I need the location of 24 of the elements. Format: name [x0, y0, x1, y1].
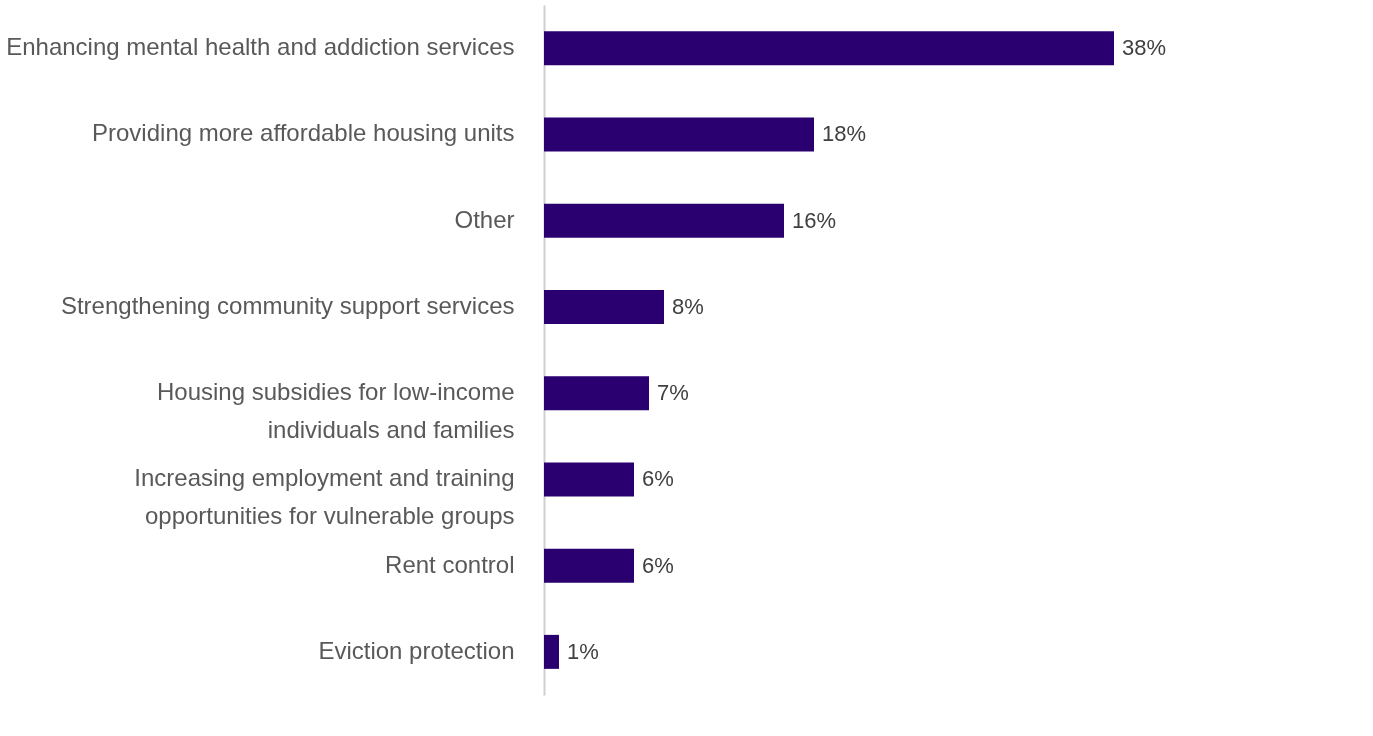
- bar: [544, 462, 634, 497]
- y-tick-label: Increasing employment and training opportunities for vulnerable groups: [134, 464, 515, 530]
- bar: [544, 289, 664, 324]
- data-label: 16%: [792, 207, 837, 233]
- y-tick-label: Providing more affordable housing units: [92, 119, 515, 147]
- y-tick-label: Other: [454, 205, 515, 233]
- data-label: 8%: [672, 293, 704, 319]
- y-tick-label: Strengthening community support services: [60, 291, 515, 319]
- y-tick-label: Enhancing mental health and addiction services: [6, 33, 515, 61]
- data-label: 6%: [642, 466, 674, 492]
- bar: [544, 376, 649, 411]
- y-tick-label: Rent control: [385, 550, 515, 578]
- data-label: 1%: [567, 638, 599, 664]
- y-tick-label: Housing subsidies for low-income individuals and families: [157, 378, 515, 444]
- bar: [544, 31, 1114, 66]
- data-label: 7%: [657, 380, 689, 406]
- data-label: 6%: [642, 552, 674, 578]
- data-label: 18%: [822, 121, 867, 147]
- bar: [544, 548, 634, 583]
- data-label: 38%: [1122, 35, 1167, 61]
- y-tick-label: Eviction protection: [318, 636, 515, 664]
- bar: [544, 203, 784, 238]
- bar: [544, 634, 559, 669]
- bar: [544, 117, 814, 152]
